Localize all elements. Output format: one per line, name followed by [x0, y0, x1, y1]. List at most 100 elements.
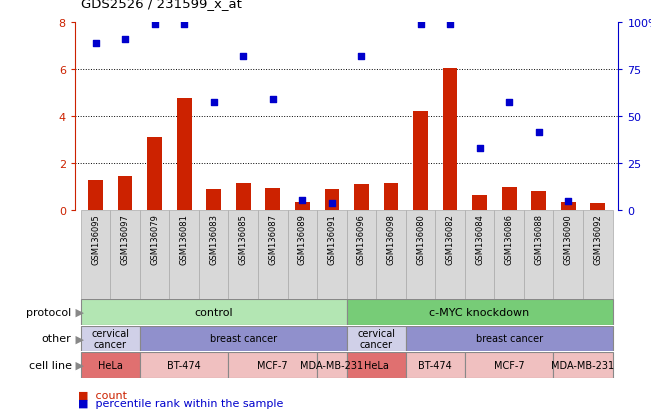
- Text: GSM136098: GSM136098: [387, 213, 395, 264]
- Point: [356, 53, 367, 60]
- Bar: [465, 352, 553, 378]
- Bar: [317, 211, 347, 299]
- Bar: [376, 211, 406, 299]
- Text: GSM136087: GSM136087: [268, 213, 277, 264]
- Point: [120, 37, 130, 44]
- Bar: [436, 211, 465, 299]
- Bar: [465, 211, 494, 299]
- Bar: [347, 299, 613, 325]
- Bar: [140, 326, 347, 351]
- Bar: [81, 326, 140, 351]
- Text: ▶: ▶: [72, 334, 84, 344]
- Bar: [406, 326, 613, 351]
- Bar: [118, 177, 132, 211]
- Text: GSM136091: GSM136091: [327, 213, 337, 264]
- Bar: [524, 211, 553, 299]
- Text: ■  percentile rank within the sample: ■ percentile rank within the sample: [78, 398, 283, 408]
- Text: GSM136084: GSM136084: [475, 213, 484, 264]
- Bar: [553, 352, 613, 378]
- Point: [504, 99, 514, 106]
- Text: GDS2526 / 231599_x_at: GDS2526 / 231599_x_at: [81, 0, 242, 10]
- Bar: [383, 184, 398, 211]
- Bar: [561, 202, 575, 211]
- Text: HeLa: HeLa: [364, 360, 389, 370]
- Bar: [258, 211, 288, 299]
- Bar: [406, 211, 436, 299]
- Bar: [494, 211, 524, 299]
- Text: GSM136089: GSM136089: [298, 213, 307, 264]
- Bar: [531, 192, 546, 211]
- Text: GSM136083: GSM136083: [209, 213, 218, 264]
- Text: GSM136090: GSM136090: [564, 213, 573, 264]
- Point: [445, 22, 455, 28]
- Text: GSM136080: GSM136080: [416, 213, 425, 264]
- Text: GSM136092: GSM136092: [593, 213, 602, 264]
- Text: ▶: ▶: [72, 307, 84, 317]
- Point: [268, 97, 278, 104]
- Point: [150, 22, 160, 28]
- Point: [475, 145, 485, 152]
- Bar: [206, 190, 221, 211]
- Text: MCF-7: MCF-7: [258, 360, 288, 370]
- Bar: [406, 352, 465, 378]
- Point: [90, 40, 101, 47]
- Point: [297, 197, 307, 203]
- Bar: [266, 188, 280, 211]
- Text: GSM136096: GSM136096: [357, 213, 366, 264]
- Point: [179, 22, 189, 28]
- Text: BT-474: BT-474: [419, 360, 452, 370]
- Bar: [110, 211, 140, 299]
- Bar: [317, 352, 347, 378]
- Text: GSM136081: GSM136081: [180, 213, 189, 264]
- Point: [208, 99, 219, 106]
- Text: MDA-MB-231: MDA-MB-231: [551, 360, 615, 370]
- Bar: [413, 112, 428, 211]
- Text: MCF-7: MCF-7: [494, 360, 525, 370]
- Text: c-MYC knockdown: c-MYC knockdown: [430, 307, 530, 317]
- Bar: [347, 352, 406, 378]
- Bar: [590, 204, 605, 211]
- Text: breast cancer: breast cancer: [476, 334, 543, 344]
- Bar: [229, 352, 317, 378]
- Bar: [88, 180, 103, 211]
- Text: GSM136088: GSM136088: [534, 213, 543, 264]
- Bar: [354, 185, 369, 211]
- Point: [238, 53, 249, 60]
- Bar: [140, 352, 229, 378]
- Bar: [288, 211, 317, 299]
- Bar: [347, 326, 406, 351]
- Bar: [324, 190, 339, 211]
- Bar: [443, 69, 458, 211]
- Text: GSM136079: GSM136079: [150, 213, 159, 264]
- Text: protocol: protocol: [26, 307, 72, 317]
- Bar: [177, 99, 191, 211]
- Text: HeLa: HeLa: [98, 360, 123, 370]
- Bar: [553, 211, 583, 299]
- Text: GSM136082: GSM136082: [445, 213, 454, 264]
- Text: ■  count: ■ count: [78, 389, 127, 399]
- Bar: [140, 211, 169, 299]
- Text: BT-474: BT-474: [167, 360, 201, 370]
- Bar: [147, 138, 162, 211]
- Bar: [169, 211, 199, 299]
- Text: cervical
cancer: cervical cancer: [357, 328, 395, 349]
- Bar: [229, 211, 258, 299]
- Bar: [472, 195, 487, 211]
- Bar: [81, 352, 140, 378]
- Text: GSM136097: GSM136097: [120, 213, 130, 264]
- Text: GSM136095: GSM136095: [91, 213, 100, 264]
- Bar: [295, 202, 310, 211]
- Text: breast cancer: breast cancer: [210, 334, 277, 344]
- Point: [563, 198, 574, 204]
- Text: cell line: cell line: [29, 360, 72, 370]
- Bar: [502, 187, 516, 211]
- Point: [327, 200, 337, 207]
- Text: GSM136086: GSM136086: [505, 213, 514, 264]
- Point: [415, 22, 426, 28]
- Bar: [81, 299, 347, 325]
- Text: MDA-MB-231: MDA-MB-231: [300, 360, 363, 370]
- Text: control: control: [195, 307, 233, 317]
- Bar: [199, 211, 229, 299]
- Bar: [236, 184, 251, 211]
- Bar: [347, 211, 376, 299]
